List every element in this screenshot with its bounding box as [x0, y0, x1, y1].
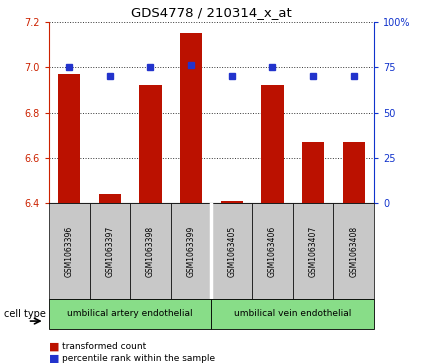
- Bar: [139, 85, 162, 203]
- Bar: [90, 203, 130, 299]
- Text: GSM1063397: GSM1063397: [105, 226, 114, 277]
- Text: GSM1063399: GSM1063399: [187, 226, 196, 277]
- Bar: [180, 33, 202, 203]
- Text: umbilical vein endothelial: umbilical vein endothelial: [234, 309, 351, 318]
- Text: ■: ■: [49, 342, 60, 352]
- Text: GSM1063398: GSM1063398: [146, 226, 155, 277]
- Text: GSM1063405: GSM1063405: [227, 226, 236, 277]
- Bar: [221, 201, 243, 203]
- Bar: [252, 203, 293, 299]
- Bar: [211, 299, 374, 329]
- Text: GSM1063407: GSM1063407: [309, 226, 317, 277]
- Bar: [49, 203, 90, 299]
- Bar: [302, 142, 324, 203]
- Bar: [130, 203, 171, 299]
- Bar: [261, 85, 283, 203]
- Text: GSM1063396: GSM1063396: [65, 226, 74, 277]
- Bar: [99, 194, 121, 203]
- Text: percentile rank within the sample: percentile rank within the sample: [62, 354, 215, 363]
- Text: cell type: cell type: [4, 309, 46, 319]
- Bar: [211, 203, 252, 299]
- Bar: [58, 74, 80, 203]
- Text: ■: ■: [49, 354, 60, 363]
- Text: transformed count: transformed count: [62, 342, 146, 351]
- Text: umbilical artery endothelial: umbilical artery endothelial: [67, 309, 193, 318]
- Title: GDS4778 / 210314_x_at: GDS4778 / 210314_x_at: [131, 6, 292, 19]
- Bar: [49, 299, 211, 329]
- Text: GSM1063408: GSM1063408: [349, 226, 358, 277]
- Bar: [171, 203, 211, 299]
- Bar: [293, 203, 333, 299]
- Bar: [333, 203, 374, 299]
- Bar: [343, 142, 365, 203]
- Text: GSM1063406: GSM1063406: [268, 226, 277, 277]
